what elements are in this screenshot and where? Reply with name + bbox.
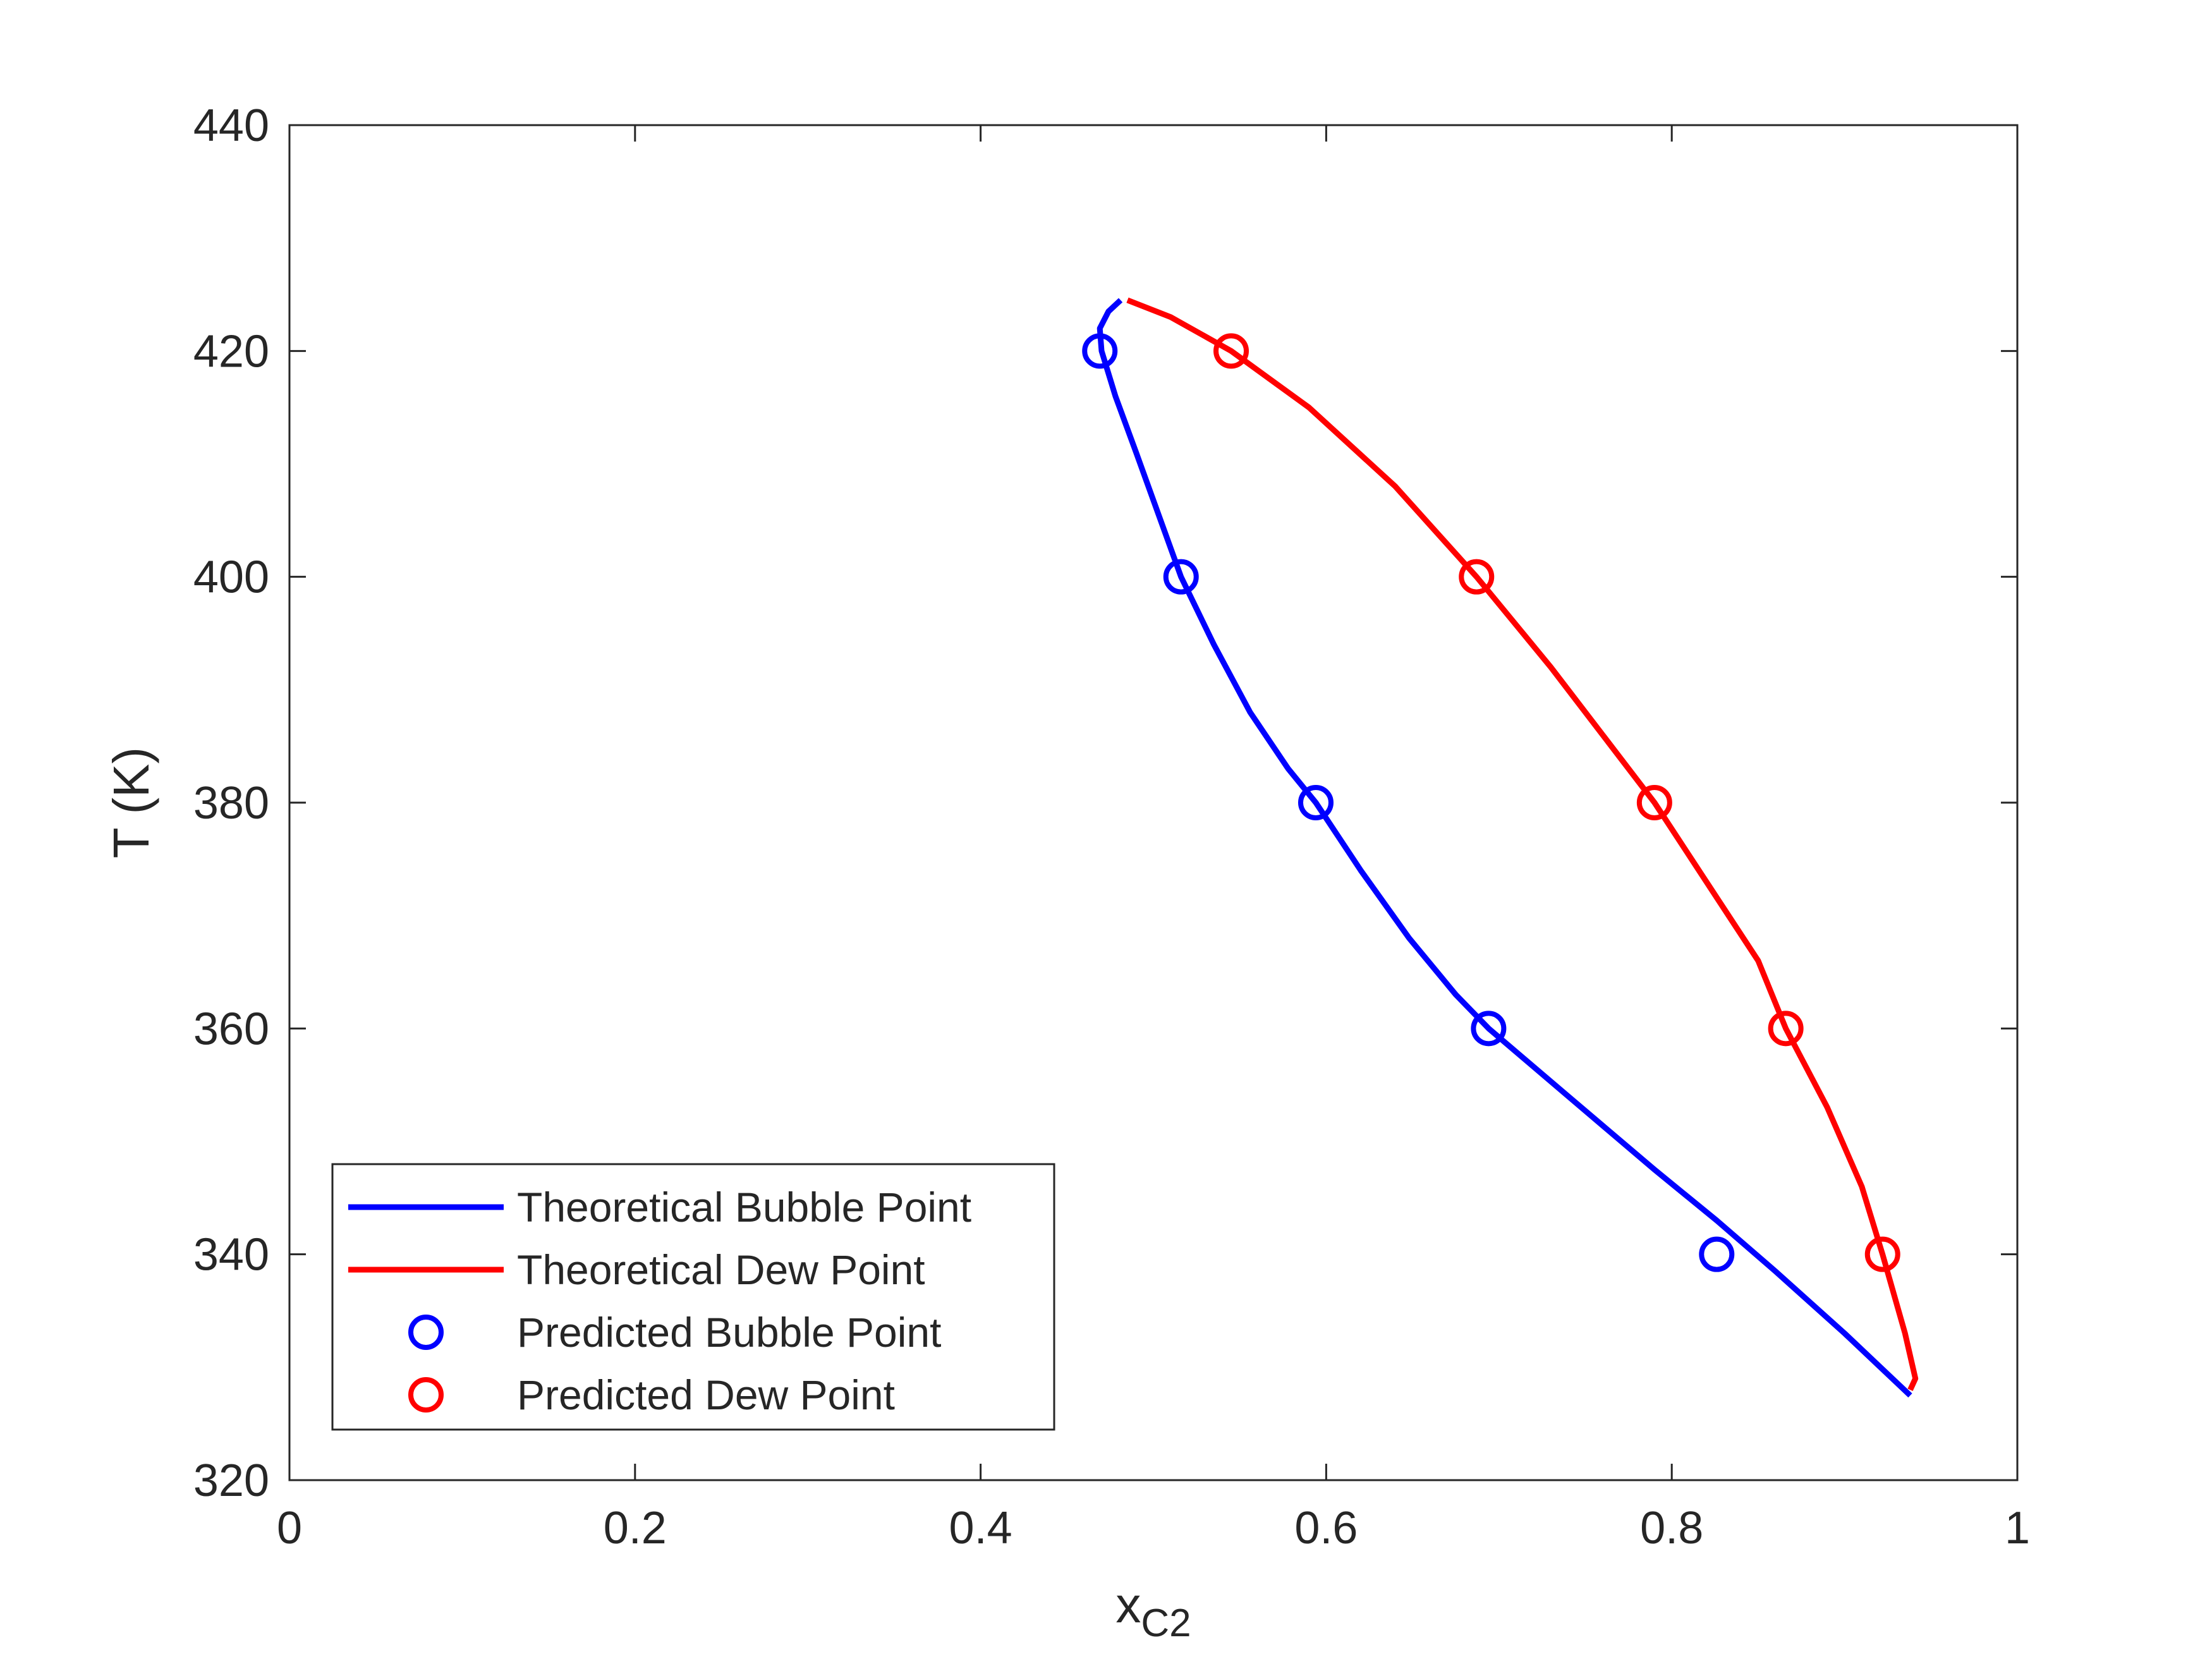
legend-swatch-predicted-bubble-point <box>408 1315 444 1350</box>
predicted-bubble-point-marker <box>1297 785 1334 820</box>
legend-label-theoretical-dew-point: Theoretical Dew Point <box>517 1246 925 1293</box>
predicted-bubble-point-marker <box>1082 333 1118 369</box>
legend-label-predicted-dew-point: Predicted Dew Point <box>517 1371 895 1418</box>
x-axis-label-subscript: C2 <box>1141 1601 1191 1645</box>
y-axis-label: T (K) <box>103 747 159 858</box>
predicted-dew-point-marker <box>1459 559 1495 595</box>
predicted-bubble-point-marker <box>1699 1236 1735 1272</box>
y-tick-label: 320 <box>193 1455 269 1506</box>
x-axis-label-main: x <box>1115 1577 1141 1633</box>
x-axis-label: xC2 <box>1115 1577 1191 1645</box>
plot-border <box>288 124 2019 1481</box>
y-tick-label: 340 <box>193 1230 269 1280</box>
y-tick-label: 440 <box>193 100 269 151</box>
x-tick-label: 0.2 <box>604 1503 667 1553</box>
y-tick-label: 400 <box>193 552 269 603</box>
x-tick-label: 0.6 <box>1294 1503 1358 1553</box>
legend: Theoretical Bubble Point Theoretical Dew … <box>331 1163 1055 1431</box>
axis-tick-labels: 0 0.2 0.4 0.6 0.8 1 320 340 360 380 400 420 440 <box>193 100 2030 1553</box>
legend-swatch-predicted-dew-point <box>408 1377 444 1413</box>
y-tick-label: 360 <box>193 1004 269 1054</box>
legend-label-theoretical-bubble-point: Theoretical Bubble Point <box>517 1184 971 1231</box>
x-tick-label: 0.8 <box>1640 1503 1703 1553</box>
y-tick-label: 380 <box>193 778 269 829</box>
predicted-dew-point-marker <box>1636 785 1672 820</box>
theoretical-bubble-point-line <box>1097 298 1912 1398</box>
legend-label-predicted-bubble-point: Predicted Bubble Point <box>517 1309 941 1356</box>
x-tick-label: 0.4 <box>949 1503 1012 1553</box>
predicted-dew-point-marker <box>1213 333 1249 369</box>
x-tick-label: 1 <box>2005 1503 2030 1553</box>
y-tick-label: 420 <box>193 326 269 377</box>
x-tick-label: 0 <box>277 1503 302 1553</box>
predicted-dew-point-marker <box>1864 1236 1900 1272</box>
predicted-bubble-point-marker <box>1163 559 1199 595</box>
data-series <box>1082 297 1919 1398</box>
predicted-bubble-point-marker <box>1471 1011 1507 1047</box>
predicted-dew-point-marker <box>1768 1011 1804 1047</box>
